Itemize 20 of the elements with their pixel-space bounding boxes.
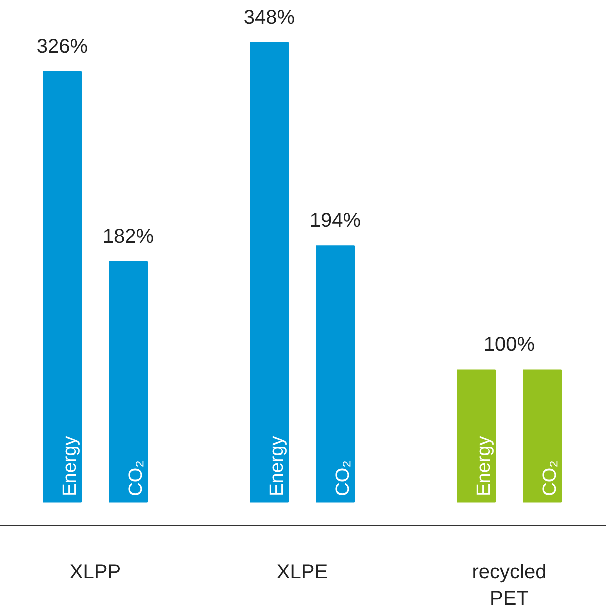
bar: [109, 261, 148, 503]
text: Energy: [474, 436, 495, 496]
data-label: 182%: [102, 226, 154, 248]
bar: [316, 246, 355, 503]
bar: [250, 42, 289, 503]
data-label: 348%: [244, 6, 296, 29]
x-tick-label: XLPP: [70, 562, 122, 584]
series-label: CO₂: [126, 460, 147, 496]
bar: [43, 71, 82, 503]
text: CO₂: [333, 460, 354, 496]
x-tick-label: XLPE: [276, 562, 328, 584]
series-label: Energy: [60, 436, 81, 496]
data-label: 194%: [310, 210, 362, 232]
x-tick-label: recycled PET: [472, 562, 547, 610]
text: CO₂: [540, 460, 561, 496]
text: Energy: [267, 436, 288, 496]
annotation: 100%: [484, 334, 536, 356]
bar: [523, 370, 562, 503]
bar: [457, 370, 496, 503]
data-label: 326%: [36, 36, 88, 58]
